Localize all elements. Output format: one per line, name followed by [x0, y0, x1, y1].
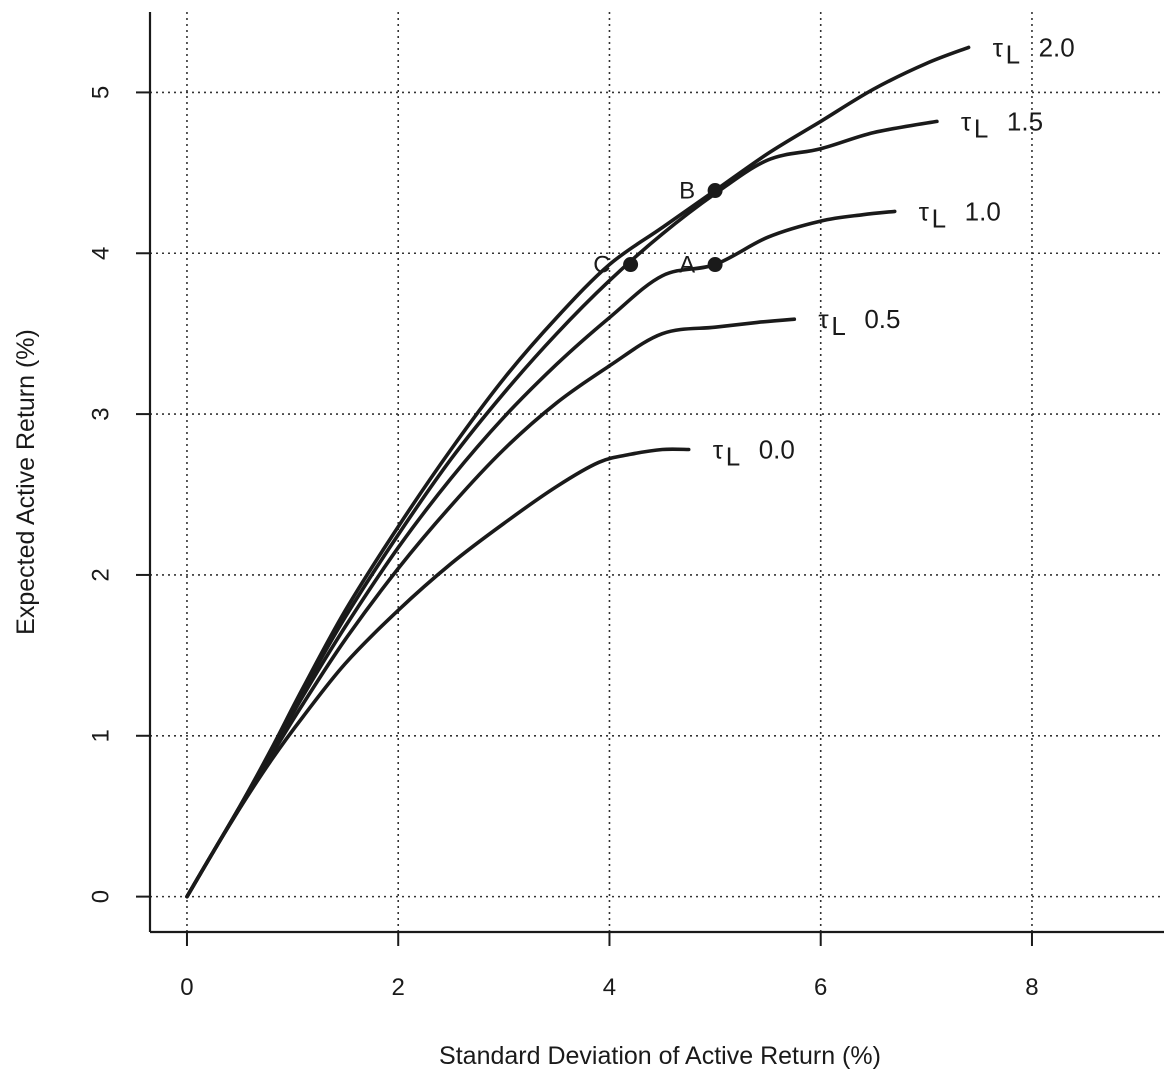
series-label-value-2: 1.0 [965, 196, 1001, 226]
point-marker-C [623, 257, 638, 272]
y-tick-label: 2 [87, 568, 114, 581]
point-marker-B [708, 183, 723, 198]
series-lines [187, 47, 969, 896]
axes: 0 2 4 6 8 0 1 2 3 4 5 [87, 12, 1164, 1001]
series-label-value-4: 2.0 [1039, 32, 1075, 62]
series-label-value-3: 1.5 [1007, 106, 1043, 136]
grid [150, 12, 1164, 932]
series-label-value-1: 0.5 [864, 304, 900, 334]
series-line-1 [187, 319, 794, 896]
series-line-0 [187, 449, 689, 896]
series-label-subscript-3: L [974, 113, 988, 143]
y-tick-label: 4 [87, 247, 114, 260]
series-label-symbol-0: τ [713, 434, 724, 464]
y-tick-label: 3 [87, 407, 114, 420]
series-label-symbol-4: τ [993, 32, 1004, 62]
series-line-3 [187, 121, 937, 896]
y-tick-label: 5 [87, 86, 114, 99]
series-label-subscript-1: L [831, 311, 845, 341]
series-label-3: τ L 1.5 [961, 106, 1043, 143]
x-tick-label: 2 [392, 974, 405, 1001]
series-label-symbol-3: τ [961, 106, 972, 136]
x-axis-title: Standard Deviation of Active Return (%) [439, 1042, 881, 1070]
x-tick-label: 4 [603, 974, 616, 1001]
x-tick-label: 8 [1025, 974, 1038, 1001]
x-tick-label: 0 [180, 974, 193, 1001]
series-label-subscript-4: L [1006, 39, 1020, 69]
series-label-subscript-0: L [726, 441, 740, 471]
point-label-A: A [679, 252, 695, 279]
series-label-0: τ L 0.0 [713, 434, 795, 471]
series-label-1: τ L 0.5 [818, 304, 900, 341]
point-label-C: C [593, 252, 610, 279]
x-tick-label: 6 [814, 974, 827, 1001]
point-marker-A [708, 257, 723, 272]
series-label-symbol-2: τ [919, 196, 930, 226]
y-axis-title: Expected Active Return (%) [12, 329, 40, 635]
series-labels: τ L 0.0τ L 0.5τ L 1.0τ L 1.5τ L 2.0 [713, 32, 1075, 471]
series-label-2: τ L 1.0 [919, 196, 1001, 233]
series-label-4: τ L 2.0 [993, 32, 1075, 69]
series-line-2 [187, 211, 895, 896]
y-tick-label: 1 [87, 729, 114, 742]
point-label-B: B [679, 178, 695, 205]
y-tick-label: 0 [87, 890, 114, 903]
series-label-symbol-1: τ [818, 304, 829, 334]
series-label-subscript-2: L [932, 203, 946, 233]
series-label-value-0: 0.0 [759, 434, 795, 464]
